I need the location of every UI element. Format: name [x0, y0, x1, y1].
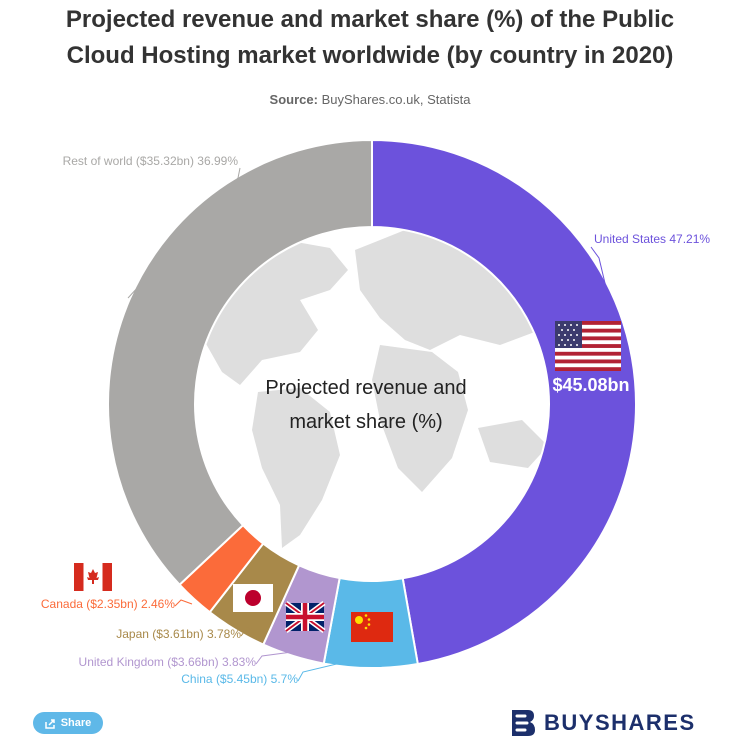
leader-line-rest-of-world [127, 167, 241, 299]
data-label-united-kingdom: United Kingdom ($3.66bn) 3.83% [79, 655, 257, 669]
share-button[interactable]: Share [33, 712, 103, 734]
leader-line-japan [240, 627, 265, 637]
source-label: Source: [269, 92, 318, 107]
leader-line-canada [174, 599, 193, 607]
data-label-canada: Canada ($2.35bn) 2.46% [41, 597, 175, 611]
donut-slice-rest-of-world [107, 138, 373, 587]
world-map-background [205, 228, 548, 548]
chart-title-line-2: Cloud Hosting market worldwide (by count… [66, 42, 674, 69]
china-flag-icon [351, 612, 393, 642]
data-label-japan: Japan ($3.61bn) 3.78% [116, 627, 241, 641]
canada-flag-icon [74, 563, 112, 591]
us-flag-icon [555, 321, 621, 371]
chart-source: Source: BuyShares.co.uk, Statista [0, 92, 740, 107]
source-text: BuyShares.co.uk, Statista [321, 92, 471, 107]
donut-slice-united-states [371, 138, 637, 666]
uk-flag-icon [284, 600, 326, 634]
chart-title: Projected revenue and market share (%) o… [0, 2, 740, 74]
data-label-rest-of-world: Rest of world ($35.32bn) 36.99% [63, 154, 239, 168]
data-labels: United States 47.21% China ($5.45bn) 5.7%… [41, 154, 711, 686]
us-value-label: $45.08bn [552, 375, 629, 395]
buyshares-logo: BUYSHARES [508, 707, 696, 739]
leader-line-united-kingdom [255, 651, 293, 665]
share-icon [44, 718, 55, 729]
chart-title-line-1: Projected revenue and market share (%) o… [65, 6, 675, 33]
center-label-line-1: Projected revenue and [265, 377, 466, 399]
share-button-label: Share [60, 717, 92, 729]
data-label-united-states: United States 47.21% [594, 232, 710, 246]
leader-line-china [297, 661, 346, 682]
data-label-china: China ($5.45bn) 5.7% [181, 672, 298, 686]
buyshares-logo-icon [512, 710, 535, 736]
brand-name: BUYSHARES [544, 710, 696, 735]
japan-flag-icon [233, 584, 273, 612]
center-label-line-2: market share (%) [289, 411, 442, 433]
